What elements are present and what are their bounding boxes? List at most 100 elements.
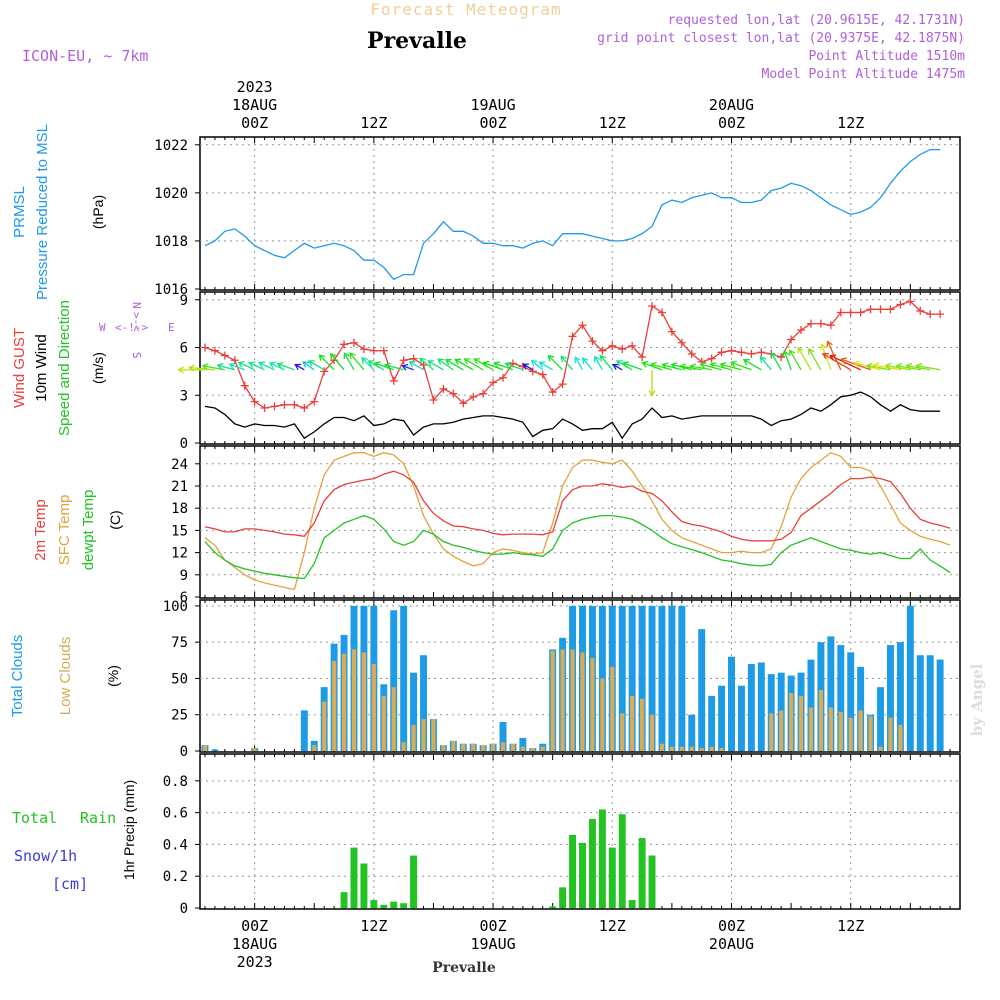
gust-marker <box>727 346 736 355</box>
pressure-side-labels: PRMSL Pressure Reduced to MSL (hPa) <box>11 124 106 300</box>
gust-marker <box>369 346 378 355</box>
gust-marker <box>638 353 647 362</box>
bottom-time-label: 12Z <box>599 917 626 935</box>
gust-marker <box>648 302 657 311</box>
rain-bar <box>400 903 408 908</box>
total-clouds-bar <box>648 605 656 751</box>
wind-arrow <box>622 361 643 371</box>
low-clouds-bar <box>789 692 794 751</box>
low-clouds-bar <box>679 746 684 751</box>
pressure-label-1: PRMSL <box>11 186 28 238</box>
low-clouds-bar <box>361 652 367 751</box>
low-clouds-bar <box>878 746 883 751</box>
wind-arrow <box>819 343 832 371</box>
low-clouds-bar <box>689 746 694 751</box>
top-time-label: 12Z <box>360 114 387 132</box>
wind-arrow <box>865 362 891 371</box>
low-clouds-bar <box>490 743 496 751</box>
bottom-time-label: 12Z <box>360 917 387 935</box>
low-clouds-bar <box>312 745 317 751</box>
wind-arrow <box>361 357 375 371</box>
compass-south: S <box>130 352 143 359</box>
pressure-unit: (hPa) <box>90 195 106 229</box>
gust-marker <box>886 305 895 314</box>
top-date-label: 20AUG <box>709 96 754 114</box>
total-clouds-bar <box>668 605 676 751</box>
gust-marker <box>270 402 279 411</box>
wind-arrow <box>522 363 534 371</box>
low-clouds-bar <box>391 687 396 751</box>
low-clouds-bar <box>828 707 833 751</box>
snow-unit-label: [cm] <box>52 875 88 893</box>
low-clouds-bar <box>769 713 774 751</box>
low-clouds-bar <box>322 701 327 751</box>
low-clouds-bar <box>590 658 595 751</box>
wind-arrow <box>373 361 394 371</box>
wind-arrow <box>318 354 335 371</box>
gust-marker <box>906 297 915 306</box>
top-time-label: 00Z <box>241 114 268 132</box>
total-clouds-bar <box>728 656 735 751</box>
rain-bar <box>628 900 636 908</box>
gust-marker <box>806 319 815 328</box>
gust-marker <box>260 403 269 412</box>
wind-arrow <box>699 361 722 371</box>
pressure-label-2: Pressure Reduced to MSL <box>34 124 51 300</box>
rain-bar <box>340 892 348 908</box>
total-clouds-bar <box>886 645 894 751</box>
clouds-unit: (%) <box>105 665 121 687</box>
total-clouds-bar <box>390 610 398 751</box>
gust-marker <box>558 380 567 389</box>
rain-bar <box>410 855 418 908</box>
gust-marker <box>777 353 786 362</box>
wind-arrow <box>427 360 444 371</box>
wind-arrow <box>248 361 265 371</box>
temp-ytick-label: 15 <box>171 523 188 539</box>
wind-arrow <box>437 358 454 371</box>
low-clouds-bar <box>421 719 426 751</box>
t2m-label: 2m Temp <box>32 499 49 560</box>
gust-marker <box>250 397 259 406</box>
rain-bar <box>350 847 358 908</box>
wind-arrow <box>492 361 514 371</box>
model-altitude: Model Point Altitude 1475m <box>762 67 966 82</box>
low-clouds-bar <box>401 742 406 751</box>
total-clouds-bar <box>936 659 944 751</box>
wind-arrow <box>574 356 584 371</box>
total-clouds-bar <box>708 695 716 751</box>
rain-bar <box>608 847 616 908</box>
gust-marker <box>936 310 945 319</box>
temp-ytick-label: 24 <box>171 457 188 473</box>
compass-west: W <box>99 321 106 334</box>
gust-marker <box>926 310 935 319</box>
top-time-label: 12Z <box>599 114 626 132</box>
rain-bar <box>618 814 626 908</box>
low-clouds-bar <box>381 695 386 751</box>
wind-speed-dir-label: Speed and Direction <box>56 300 73 436</box>
clouds-panel: 100 75 50 25 0 <box>163 599 961 760</box>
wind-arrow <box>829 354 861 371</box>
total-clouds-bar <box>847 652 855 751</box>
wind-arrow <box>581 357 593 371</box>
wind-arrow <box>547 354 564 371</box>
low-clouds-bar <box>640 698 645 751</box>
wind-ytick-label: 3 <box>180 388 188 404</box>
total-clouds-bar <box>718 685 726 751</box>
precip-ytick-label: 0.2 <box>163 869 188 885</box>
low-clouds-bar <box>371 663 376 751</box>
total-clouds-bar <box>300 710 308 751</box>
gust-marker <box>210 346 219 355</box>
bottom-time-label: 12Z <box>837 917 864 935</box>
clouds-side-labels: Total Clouds Low Clouds (%) <box>9 635 121 718</box>
gust-marker <box>290 400 299 409</box>
total-clouds-bar <box>499 721 507 751</box>
wind-arrow <box>530 359 544 371</box>
temp-ytick-label: 6 <box>180 590 188 606</box>
low-clouds-bar <box>471 743 476 751</box>
wind-arrow <box>408 361 424 371</box>
dewpt-line <box>204 514 951 580</box>
total-clouds-bar <box>628 605 636 751</box>
low-clouds-bar <box>669 746 674 751</box>
